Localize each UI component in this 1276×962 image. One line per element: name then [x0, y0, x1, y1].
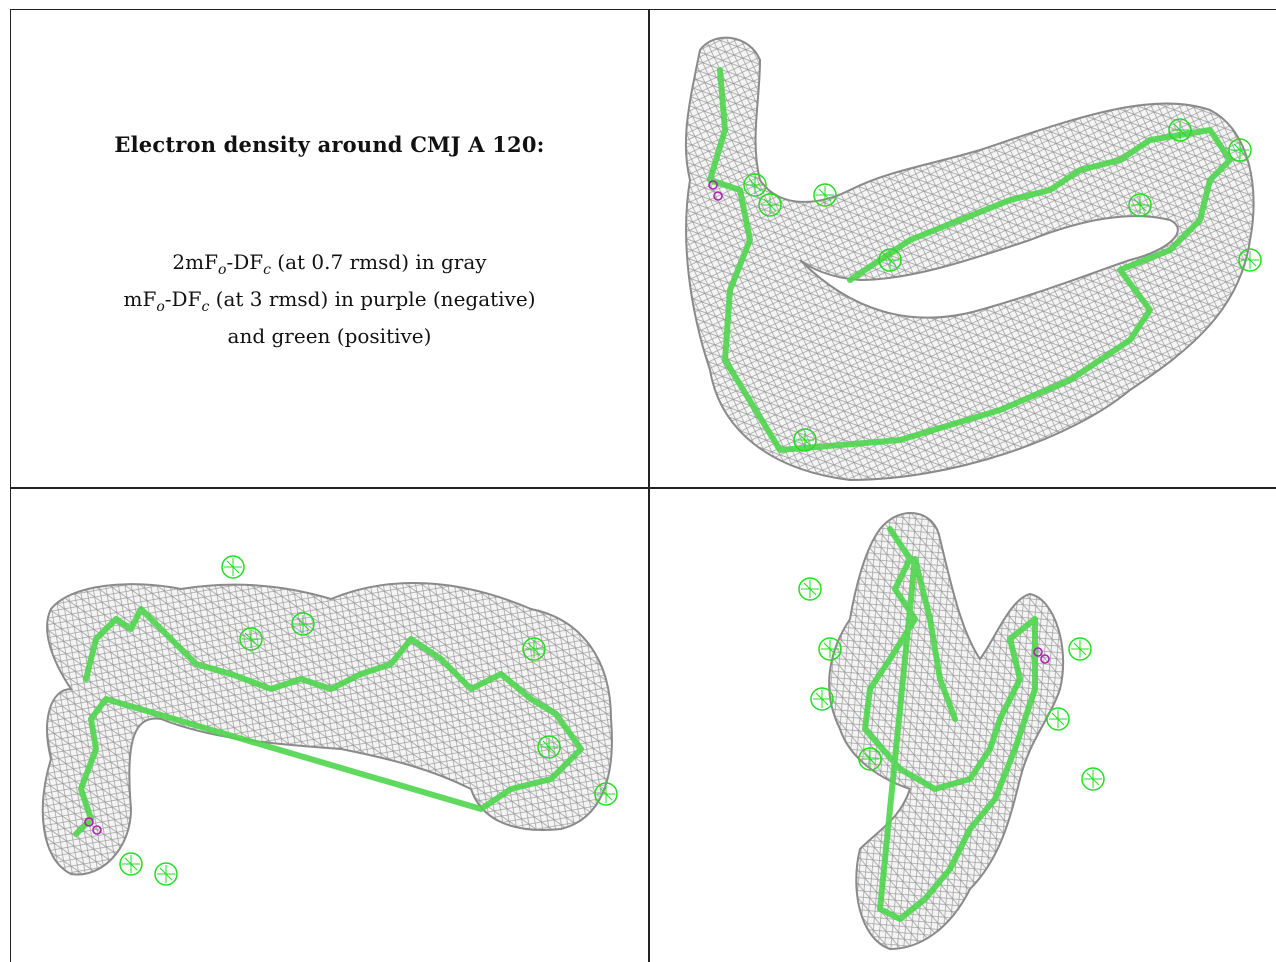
positive-density-blob	[858, 747, 882, 771]
positive-density-blob	[1128, 193, 1152, 217]
density-image	[684, 36, 1262, 482]
legend-line-1: 2mFo-DFc (at 0.7 rmsd) in gray	[172, 250, 487, 278]
positive-density-blob	[1238, 248, 1262, 272]
figure-legend: 2mFo-DFc (at 0.7 rmsd) in gray mFo-DFc (…	[11, 248, 648, 351]
positive-density-blob	[810, 687, 834, 711]
density-view-bottom-left	[11, 489, 648, 962]
positive-density-blob	[813, 183, 837, 207]
model-trace	[73, 606, 584, 837]
positive-density-blob	[221, 555, 245, 579]
negative-density-blob	[713, 191, 723, 201]
legend-line-2: mFo-DFc (at 3 rmsd) in purple (negative)	[123, 287, 536, 315]
table-border-left	[10, 9, 11, 962]
positive-density-blob	[1081, 767, 1105, 791]
positive-density-blob	[793, 428, 817, 452]
figure-title: Electron density around CMJ A 120:	[114, 132, 545, 157]
caption-cell: Electron density around CMJ A 120: 2mFo-…	[11, 10, 648, 487]
negative-density-blob	[84, 817, 94, 827]
density-view-top-right	[650, 10, 1276, 487]
positive-density-blob	[818, 637, 842, 661]
model-trace	[707, 67, 1233, 453]
positive-density-blob	[522, 637, 546, 661]
positive-density-blob	[1046, 707, 1070, 731]
negative-density-blob	[1033, 647, 1043, 657]
table-border-middle-horizontal	[11, 487, 1276, 489]
negative-density-blob	[1040, 654, 1050, 664]
positive-density-blob	[798, 577, 822, 601]
positive-density-blob	[291, 612, 315, 636]
density-image	[798, 512, 1105, 951]
negative-density-blob	[708, 180, 718, 190]
positive-density-blob	[239, 627, 263, 651]
density-mesh	[684, 36, 1255, 482]
positive-density-blob	[1168, 118, 1192, 142]
positive-density-blob	[1228, 138, 1252, 162]
model-trace	[862, 526, 1038, 922]
table-border-top	[11, 9, 1276, 10]
positive-density-blob	[537, 735, 561, 759]
density-view-bottom-right	[650, 489, 1276, 962]
positive-density-blob	[743, 173, 767, 197]
legend-line-3: and green (positive)	[227, 324, 432, 348]
negative-density-blob	[92, 825, 102, 835]
positive-density-blob	[878, 248, 902, 272]
positive-density-blob	[758, 193, 782, 217]
positive-density-blob	[594, 782, 618, 806]
positive-density-blob	[119, 852, 143, 876]
density-image	[41, 555, 618, 886]
table-border-middle-vertical	[648, 9, 650, 962]
positive-density-blob	[1068, 637, 1092, 661]
positive-density-blob	[154, 862, 178, 886]
